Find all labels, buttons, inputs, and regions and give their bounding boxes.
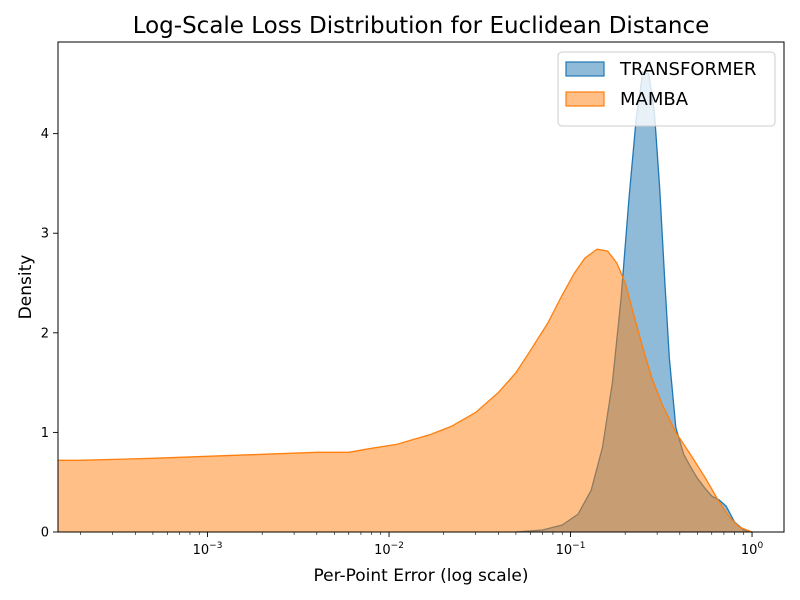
legend-box (557, 51, 776, 127)
x-tick-label: 10−3 (193, 541, 223, 558)
plot-frame (57, 41, 785, 533)
plot-areas (58, 71, 753, 533)
y-axis-label: Density (16, 255, 36, 320)
legend-swatch-mamba (565, 91, 605, 107)
x-axis-label: Per-Point Error (log scale) (314, 566, 529, 586)
legend-label-mamba: MAMBA (620, 89, 689, 110)
series-area-transformer (515, 71, 752, 533)
x-tick-label: 10−1 (556, 541, 586, 558)
chart-title: Log-Scale Loss Distribution for Euclidea… (133, 13, 710, 39)
legend: TRANSFORMER MAMBA (557, 51, 776, 127)
y-tick-label: 1 (41, 426, 49, 441)
y-tick-label: 3 (41, 227, 49, 242)
y-tick-label: 0 (41, 526, 49, 541)
legend-label-transformer: TRANSFORMER (619, 59, 756, 80)
y-tick-label: 4 (41, 127, 49, 142)
series-line-mamba (58, 248, 753, 533)
legend-swatch-transformer (565, 61, 605, 77)
x-tick-label: 10−2 (374, 541, 404, 558)
x-axis-ticks: 10−3 10−2 10−1 100 (80, 532, 764, 558)
y-tick-label: 2 (41, 326, 49, 341)
series-area-mamba (58, 249, 752, 532)
x-tick-label: 100 (741, 541, 764, 558)
y-axis-ticks: 0 1 2 3 4 (41, 127, 58, 541)
